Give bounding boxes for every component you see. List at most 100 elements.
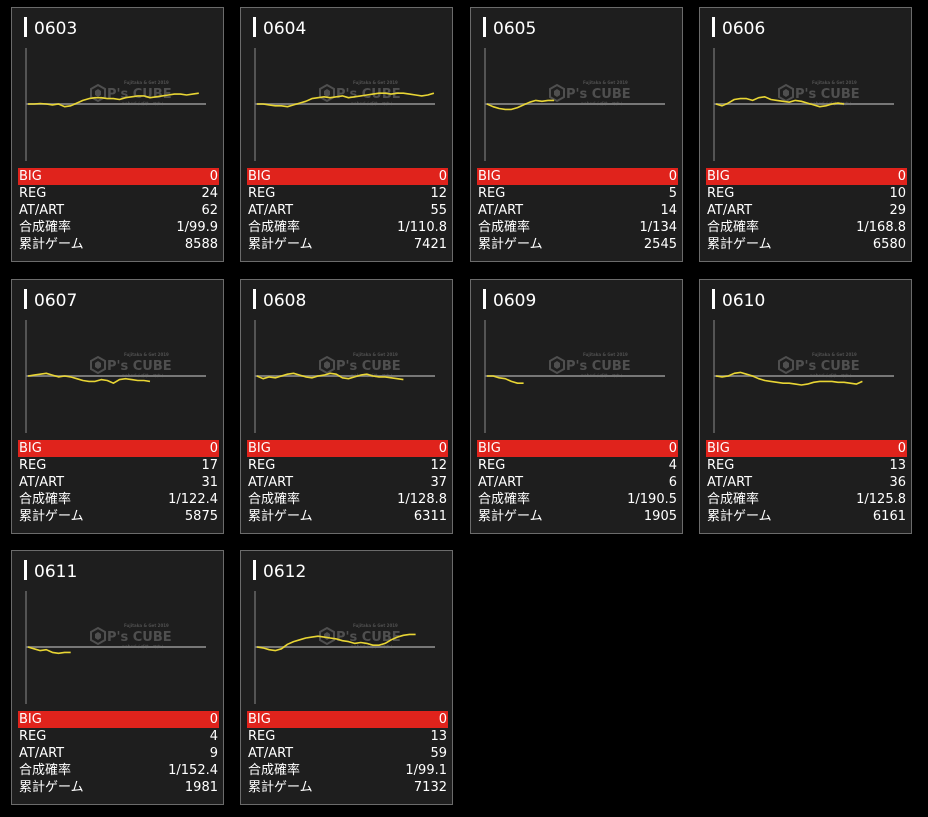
machine-card-0608[interactable]: 0608 P's CUBE Fujitaka & Get 2019 nobori…	[240, 279, 453, 534]
slump-line	[27, 646, 71, 655]
machine-card-0603[interactable]: 0603 P's CUBE Fujitaka & Get 2019 nobori…	[11, 7, 224, 262]
prob-row: 合成確率 1/125.8	[706, 491, 907, 508]
cube-logo-inner-icon	[554, 89, 560, 97]
reg-value: 12	[430, 186, 447, 201]
big-value: 0	[209, 712, 218, 727]
games-row: 累計ゲーム 6580	[706, 236, 907, 253]
at-row: AT/ART 6	[477, 474, 678, 491]
big-label: BIG	[19, 441, 42, 456]
machine-number: 0607	[34, 291, 78, 311]
stats-table: BIG 0 REG 24 AT/ART 62 合成確率 1/99.9 累計ゲーム…	[18, 168, 219, 253]
at-value: 9	[209, 746, 218, 761]
at-label: AT/ART	[248, 475, 294, 490]
games-row: 累計ゲーム 8588	[18, 236, 219, 253]
watermark-top: Fujitaka & Get 2019	[583, 352, 628, 357]
slump-graph: P's CUBE Fujitaka & Get 2019 nobori / ゴサ…	[25, 320, 206, 433]
machine-card-0611[interactable]: 0611 P's CUBE Fujitaka & Get 2019 nobori…	[11, 550, 224, 805]
machine-card-0606[interactable]: 0606 P's CUBE Fujitaka & Get 2019 nobori…	[699, 7, 912, 262]
games-label: 累計ゲーム	[478, 237, 543, 252]
cube-logo-inner-icon	[324, 361, 330, 369]
watermark-brand: P's CUBE	[336, 359, 401, 374]
title-accent	[253, 17, 256, 37]
reg-row: REG 13	[247, 728, 448, 745]
reg-label: REG	[19, 186, 47, 201]
machine-card-0604[interactable]: 0604 P's CUBE Fujitaka & Get 2019 nobori…	[240, 7, 453, 262]
reg-row: REG 4	[477, 457, 678, 474]
machine-card-0612[interactable]: 0612 P's CUBE Fujitaka & Get 2019 nobori…	[240, 550, 453, 805]
prob-value: 1/168.8	[856, 220, 906, 235]
games-row: 累計ゲーム 7421	[247, 236, 448, 253]
machine-card-0609[interactable]: 0609 P's CUBE Fujitaka & Get 2019 nobori…	[470, 279, 683, 534]
slump-line	[715, 96, 845, 108]
prob-value: 1/152.4	[168, 763, 218, 778]
reg-row: REG 10	[706, 185, 907, 202]
reg-label: REG	[248, 729, 276, 744]
slump-graph: P's CUBE Fujitaka & Get 2019 nobori / ゴサ…	[25, 591, 206, 704]
big-row: BIG 0	[706, 168, 907, 185]
big-value: 0	[897, 169, 906, 184]
slump-line	[715, 371, 863, 386]
at-value: 36	[889, 475, 906, 490]
cube-logo-icon	[549, 355, 565, 375]
watermark-logo: P's CUBE Fujitaka & Get 2019 nobori / ゴサ…	[90, 352, 172, 378]
big-value: 0	[209, 169, 218, 184]
machine-card-0605[interactable]: 0605 P's CUBE Fujitaka & Get 2019 nobori…	[470, 7, 683, 262]
machine-card-0607[interactable]: 0607 P's CUBE Fujitaka & Get 2019 nobori…	[11, 279, 224, 534]
cube-logo-inner-icon	[95, 361, 101, 369]
prob-label: 合成確率	[707, 492, 760, 507]
watermark-logo: P's CUBE Fujitaka & Get 2019 nobori / ゴサ…	[319, 623, 401, 649]
prob-row: 合成確率 1/99.1	[247, 762, 448, 779]
reg-row: REG 12	[247, 185, 448, 202]
prob-label: 合成確率	[19, 492, 72, 507]
big-label: BIG	[707, 169, 730, 184]
big-row: BIG 0	[18, 440, 219, 457]
cube-logo-inner-icon	[783, 361, 789, 369]
at-value: 62	[201, 203, 218, 218]
title-accent	[253, 560, 256, 580]
stats-table: BIG 0 REG 12 AT/ART 37 合成確率 1/128.8 累計ゲー…	[247, 440, 448, 525]
prob-value: 1/125.8	[856, 492, 906, 507]
reg-row: REG 5	[477, 185, 678, 202]
machine-number: 0605	[493, 19, 537, 39]
prob-label: 合成確率	[707, 220, 760, 235]
prob-label: 合成確率	[248, 763, 301, 778]
watermark-logo: P's CUBE Fujitaka & Get 2019 nobori / ゴサ…	[778, 352, 860, 378]
games-row: 累計ゲーム 6311	[247, 508, 448, 525]
cube-logo-inner-icon	[324, 632, 330, 640]
prob-row: 合成確率 1/99.9	[18, 219, 219, 236]
prob-label: 合成確率	[248, 492, 301, 507]
prob-value: 1/122.4	[168, 492, 218, 507]
at-label: AT/ART	[19, 746, 65, 761]
games-value: 2545	[643, 237, 677, 252]
prob-label: 合成確率	[478, 492, 531, 507]
prob-row: 合成確率 1/152.4	[18, 762, 219, 779]
slump-line	[257, 92, 435, 108]
stats-table: BIG 0 REG 12 AT/ART 55 合成確率 1/110.8 累計ゲー…	[247, 168, 448, 253]
machine-number: 0610	[722, 291, 766, 311]
reg-value: 24	[201, 186, 218, 201]
reg-value: 5	[668, 186, 677, 201]
watermark-brand: P's CUBE	[566, 359, 631, 374]
cube-logo-icon	[319, 355, 335, 375]
title-accent	[712, 17, 715, 37]
at-label: AT/ART	[248, 203, 294, 218]
big-value: 0	[438, 169, 447, 184]
games-value: 6580	[872, 237, 906, 252]
machine-card-0610[interactable]: 0610 P's CUBE Fujitaka & Get 2019 nobori…	[699, 279, 912, 534]
cube-logo-inner-icon	[95, 632, 101, 640]
at-value: 14	[660, 203, 677, 218]
reg-value: 4	[209, 729, 218, 744]
watermark-top: Fujitaka & Get 2019	[124, 623, 169, 628]
prob-value: 1/128.8	[397, 492, 447, 507]
slump-graph: P's CUBE Fujitaka & Get 2019 nobori / ゴサ…	[713, 48, 894, 161]
at-value: 55	[430, 203, 447, 218]
prob-value: 1/99.1	[405, 763, 447, 778]
big-value: 0	[668, 441, 677, 456]
games-label: 累計ゲーム	[248, 780, 313, 795]
at-row: AT/ART 29	[706, 202, 907, 219]
prob-row: 合成確率 1/134	[477, 219, 678, 236]
prob-row: 合成確率 1/128.8	[247, 491, 448, 508]
big-row: BIG 0	[477, 440, 678, 457]
at-label: AT/ART	[248, 746, 294, 761]
at-row: AT/ART 14	[477, 202, 678, 219]
